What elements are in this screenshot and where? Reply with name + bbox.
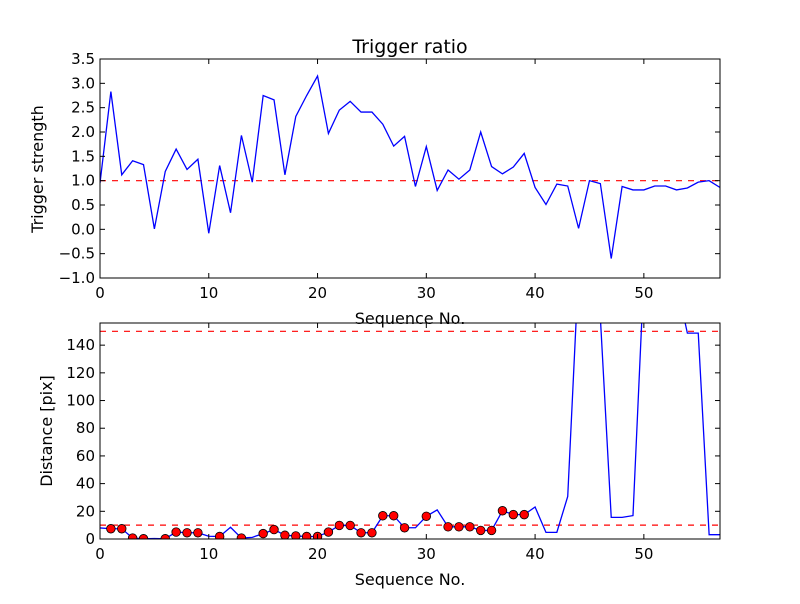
- bottom-marker-point: [345, 520, 355, 531]
- bottom-y-tick-label: 100: [66, 392, 95, 410]
- bottom-marker-point: [497, 506, 508, 516]
- top-y-tick-label: 1.5: [71, 147, 95, 165]
- bottom-marker-point: [323, 527, 334, 537]
- bottom-x-tick-label: 20: [308, 545, 327, 563]
- top-y-tick-label: 2.5: [71, 99, 95, 117]
- bottom-marker-point: [301, 531, 312, 539]
- bottom-x-tick-label: 10: [199, 545, 218, 563]
- bottom-x-tick-label: 50: [634, 545, 653, 563]
- top-y-tick-label: 2.0: [71, 123, 95, 141]
- bottom-y-tick-label: 120: [66, 364, 95, 382]
- top-plot-area: [100, 74, 720, 259]
- bottom-marker-point: [508, 509, 519, 520]
- bottom-marker-point: [182, 528, 192, 538]
- bottom-marker-point: [258, 528, 268, 539]
- top-y-tick-label: −1.0: [59, 269, 95, 287]
- bottom-marker-point: [443, 522, 453, 532]
- bottom-marker-point: [378, 511, 388, 521]
- top-y-axis-label: Trigger strength: [28, 105, 47, 234]
- bottom-marker-point: [171, 527, 181, 537]
- bottom-y-tick-label: 60: [76, 447, 95, 465]
- bottom-marker-point: [214, 531, 225, 539]
- top-axes-frame: [99, 58, 721, 279]
- bottom-marker-point: [454, 522, 464, 532]
- top-y-tick-label: 3.0: [71, 74, 95, 92]
- bottom-marker-point: [465, 522, 475, 532]
- bottom-marker-point: [291, 531, 301, 539]
- bottom-x-tick-label: 40: [526, 545, 545, 563]
- top-x-tick-label: 0: [95, 284, 105, 302]
- bottom-plot-area: [100, 323, 720, 539]
- bottom-series-line: [100, 323, 720, 539]
- top-x-tick-label: 10: [199, 284, 218, 302]
- bottom-marker-point: [193, 528, 203, 538]
- top-y-tick-label: −0.5: [59, 245, 95, 263]
- top-x-tick-label: 20: [308, 284, 327, 302]
- bottom-marker-point: [486, 525, 497, 536]
- bottom-y-tick-label: 140: [66, 336, 95, 354]
- top-series-line: [100, 74, 720, 259]
- bottom-marker-point: [334, 520, 344, 531]
- bottom-marker-point: [117, 524, 127, 534]
- bottom-y-axis-label: Distance [pix]: [37, 375, 56, 487]
- bottom-x-axis-label: Sequence No.: [355, 570, 466, 589]
- bottom-marker-point: [519, 509, 529, 520]
- bottom-marker-point: [236, 533, 247, 539]
- bottom-x-tick-label: 30: [417, 545, 436, 563]
- top-x-tick-label: 50: [634, 284, 653, 302]
- bottom-marker-point: [106, 524, 116, 534]
- bottom-axes-distance: Sequence No. Distance [pix] 0 10 20 30 40 50 0…: [37, 322, 721, 589]
- top-y-tick-label: 0.0: [71, 220, 95, 238]
- bottom-y-tick-label: 20: [76, 502, 95, 520]
- bottom-marker-point: [399, 523, 410, 533]
- top-x-tick-label: 40: [526, 284, 545, 302]
- bottom-y-tick-label: 40: [76, 475, 95, 493]
- top-y-tick-label: 0.5: [71, 196, 95, 214]
- bottom-y-tick-label: 0: [85, 530, 95, 548]
- top-x-tick-label: 30: [417, 284, 436, 302]
- bottom-marker-point: [367, 528, 377, 538]
- bottom-marker-point: [476, 525, 486, 536]
- chart-title: Trigger ratio: [351, 36, 467, 58]
- bottom-marker-point: [280, 530, 290, 539]
- bottom-axes-frame: [99, 322, 721, 540]
- bottom-y-tick-label: 80: [76, 419, 95, 437]
- bottom-marker-point: [127, 533, 138, 539]
- bottom-marker-point: [388, 511, 399, 521]
- top-y-tick-label: 3.5: [71, 50, 95, 68]
- bottom-marker-point: [269, 524, 279, 535]
- bottom-marker-point: [421, 511, 432, 521]
- top-axes-trigger-ratio: Trigger ratio Sequence No. Trigger stren…: [28, 36, 721, 328]
- top-x-axis-label: Sequence No.: [355, 309, 466, 328]
- bottom-marker-point: [356, 528, 366, 538]
- top-y-tick-label: 1.0: [71, 172, 95, 190]
- bottom-x-tick-label: 0: [95, 545, 105, 563]
